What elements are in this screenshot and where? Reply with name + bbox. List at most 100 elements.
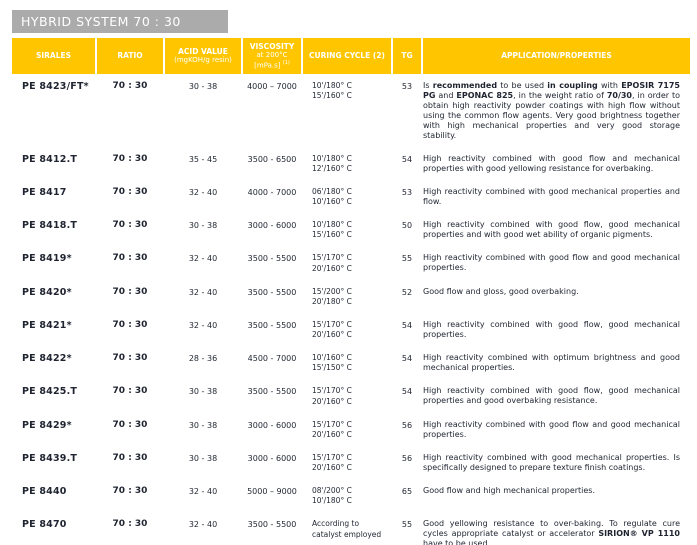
application-cell: High reactivity combined with good flow,… bbox=[422, 313, 690, 346]
curing-cycle-line: 15'/170° C bbox=[312, 452, 352, 462]
application-text-segment: , in the weight ratio of bbox=[513, 91, 607, 101]
curing-cycle-line: 15'/170° C bbox=[312, 253, 352, 263]
acid-value-cell: 32 - 40 bbox=[188, 320, 218, 330]
application-text-segment: Good flow and high mechanical properties… bbox=[423, 486, 596, 496]
application-cell: High reactivity combined with good mecha… bbox=[422, 446, 690, 479]
viscosity-cell: 3000 - 6000 bbox=[247, 420, 297, 430]
application-text-segment: 70/30 bbox=[606, 91, 632, 101]
tg-cell: 65 bbox=[401, 487, 413, 497]
product-name-cell: PE 8419* bbox=[22, 253, 72, 265]
curing-cycle-line: 20'/160° C bbox=[312, 396, 352, 406]
ratio-cell: 70 : 30 bbox=[112, 220, 148, 231]
curing-cycle-cell: 15'/170° C 20'/160° C bbox=[302, 313, 392, 346]
application-text-segment: in coupling bbox=[547, 81, 598, 91]
acid-value-cell: 32 - 40 bbox=[188, 254, 218, 264]
viscosity-cell: 3500 - 5500 bbox=[247, 520, 297, 530]
tg-cell: 56 bbox=[401, 453, 413, 463]
table-row: PE 8429* 70 : 30 30 - 38 3000 - 6000 15'/170… bbox=[12, 413, 690, 446]
curing-cycle-line: 10'/160° C bbox=[312, 197, 352, 207]
application-text-segment: to be used bbox=[497, 81, 548, 91]
acid-value-cell: 32 - 40 bbox=[188, 187, 218, 197]
application-text-segment: High reactivity combined with good flow … bbox=[423, 153, 680, 173]
column-header: RATIO bbox=[95, 38, 164, 75]
column-header: APPLICATION/PROPERTIES bbox=[421, 38, 690, 75]
ratio-cell: 70 : 30 bbox=[112, 452, 148, 463]
product-name-cell: PE 8423/FT* bbox=[22, 81, 89, 93]
product-name-cell: PE 8420* bbox=[22, 286, 72, 298]
tg-cell: 54 bbox=[401, 354, 413, 364]
viscosity-cell: 4000 - 7000 bbox=[247, 187, 297, 197]
ratio-cell: 70 : 30 bbox=[112, 286, 148, 297]
curing-cycle-line: 10'/160° C bbox=[312, 353, 352, 363]
tg-cell: 55 bbox=[401, 254, 413, 264]
application-text-segment: , in order to obtain high reactivity pow… bbox=[423, 91, 680, 140]
curing-cycle-cell: 15'/170° C 20'/160° C bbox=[302, 246, 392, 279]
viscosity-cell: 3000 - 6000 bbox=[247, 453, 297, 463]
table-row: PE 8419* 70 : 30 32 - 40 3500 - 5500 15'/170… bbox=[12, 246, 690, 279]
viscosity-cell: 3500 - 6500 bbox=[247, 154, 297, 164]
product-name-cell: PE 8425.T bbox=[22, 386, 78, 398]
curing-cycle-line: 12'/160° C bbox=[312, 163, 352, 173]
curing-cycle-line: 15'/160° C bbox=[312, 230, 352, 240]
application-cell: High reactivity combined with good flow,… bbox=[422, 379, 690, 412]
acid-value-cell: 30 - 38 bbox=[188, 387, 218, 397]
ratio-cell: 70 : 30 bbox=[112, 519, 148, 530]
ratio-cell: 70 : 30 bbox=[112, 353, 148, 364]
application-cell: High reactivity combined with good flow … bbox=[422, 413, 690, 446]
column-header: CURING CYCLE (2) bbox=[301, 38, 392, 75]
application-cell: High reactivity combined with good flow,… bbox=[422, 213, 690, 246]
curing-cycle-line: 20'/180° C bbox=[312, 296, 352, 306]
application-text-segment: High reactivity combined with good flow … bbox=[423, 419, 680, 439]
column-header-label: TG bbox=[401, 51, 413, 61]
viscosity-cell: 4500 - 7000 bbox=[247, 354, 297, 364]
acid-value-cell: 32 - 40 bbox=[188, 487, 218, 497]
curing-cycle-line: 10'/180° C bbox=[312, 153, 352, 163]
application-text-segment: SIRION® VP 1110 bbox=[598, 529, 680, 539]
acid-value-cell: 28 - 36 bbox=[188, 354, 218, 364]
tg-cell: 55 bbox=[401, 520, 413, 530]
application-cell: High reactivity combined with optimum br… bbox=[422, 346, 690, 379]
table-row: PE 8439.T 70 : 30 30 - 38 3000 - 6000 15'/17… bbox=[12, 446, 690, 479]
curing-cycle-cell: 10'/180° C 15'/160° C bbox=[302, 213, 392, 246]
products-table: SIRALES RATIO ACID VALUE (mgKOH/g resin) VIS… bbox=[12, 38, 690, 545]
column-header: VISCOSITY at 200°C [mPa.s] (1) bbox=[241, 38, 302, 75]
column-header-subline: [mPa.s] (1) bbox=[254, 60, 290, 70]
application-cell: High reactivity combined with good flow … bbox=[422, 246, 690, 279]
column-header-label: APPLICATION/PROPERTIES bbox=[501, 51, 612, 61]
curing-cycle-line: 20'/160° C bbox=[312, 463, 352, 473]
product-name-cell: PE 8429* bbox=[22, 419, 72, 431]
column-header: ACID VALUE (mgKOH/g resin) bbox=[163, 38, 242, 75]
application-cell: Is recommended to be used in coupling wi… bbox=[422, 74, 690, 146]
application-cell: High reactivity combined with good mecha… bbox=[422, 180, 690, 213]
curing-cycle-line: According to catalyst employed bbox=[312, 519, 382, 539]
application-cell: Good flow and high mechanical properties… bbox=[422, 479, 690, 512]
acid-value-cell: 30 - 38 bbox=[188, 453, 218, 463]
column-header-label: RATIO bbox=[117, 51, 143, 61]
application-cell: High reactivity combined with good flow … bbox=[422, 147, 690, 180]
ratio-cell: 70 : 30 bbox=[112, 253, 148, 264]
table-row: PE 8440 70 : 30 32 - 40 5000 – 9000 08'/200°… bbox=[12, 479, 690, 512]
application-text-segment: High reactivity combined with good flow,… bbox=[423, 220, 680, 240]
ratio-cell: 70 : 30 bbox=[112, 419, 148, 430]
application-text-segment: High reactivity combined with good flow,… bbox=[423, 386, 680, 406]
curing-cycle-cell: 15'/170° C 20'/160° C bbox=[302, 379, 392, 412]
viscosity-cell: 5000 – 9000 bbox=[247, 487, 297, 497]
page-title: HYBRID SYSTEM 70 : 30 bbox=[12, 10, 228, 33]
application-text-segment: EPOSIR 7175 PG bbox=[423, 81, 680, 101]
tg-cell: 53 bbox=[401, 82, 413, 92]
tg-cell: 52 bbox=[401, 287, 413, 297]
curing-cycle-cell: 15'/170° C 20'/160° C bbox=[302, 446, 392, 479]
application-text-segment: with bbox=[597, 81, 622, 91]
product-name-cell: PE 8470 bbox=[22, 519, 67, 531]
tg-cell: 54 bbox=[401, 154, 413, 164]
curing-cycle-line: 20'/160° C bbox=[312, 429, 352, 439]
application-text-segment: High reactivity combined with good mecha… bbox=[423, 452, 680, 472]
product-name-cell: PE 8421* bbox=[22, 319, 72, 331]
application-cell: Good flow and gloss, good overbaking. bbox=[422, 280, 690, 313]
application-text-segment: High reactivity combined with good flow … bbox=[423, 253, 680, 273]
viscosity-cell: 3000 - 6000 bbox=[247, 221, 297, 231]
viscosity-cell: 3500 - 5500 bbox=[247, 387, 297, 397]
tg-cell: 53 bbox=[401, 187, 413, 197]
column-header: SIRALES bbox=[12, 38, 96, 75]
acid-value-cell: 30 - 38 bbox=[188, 420, 218, 430]
